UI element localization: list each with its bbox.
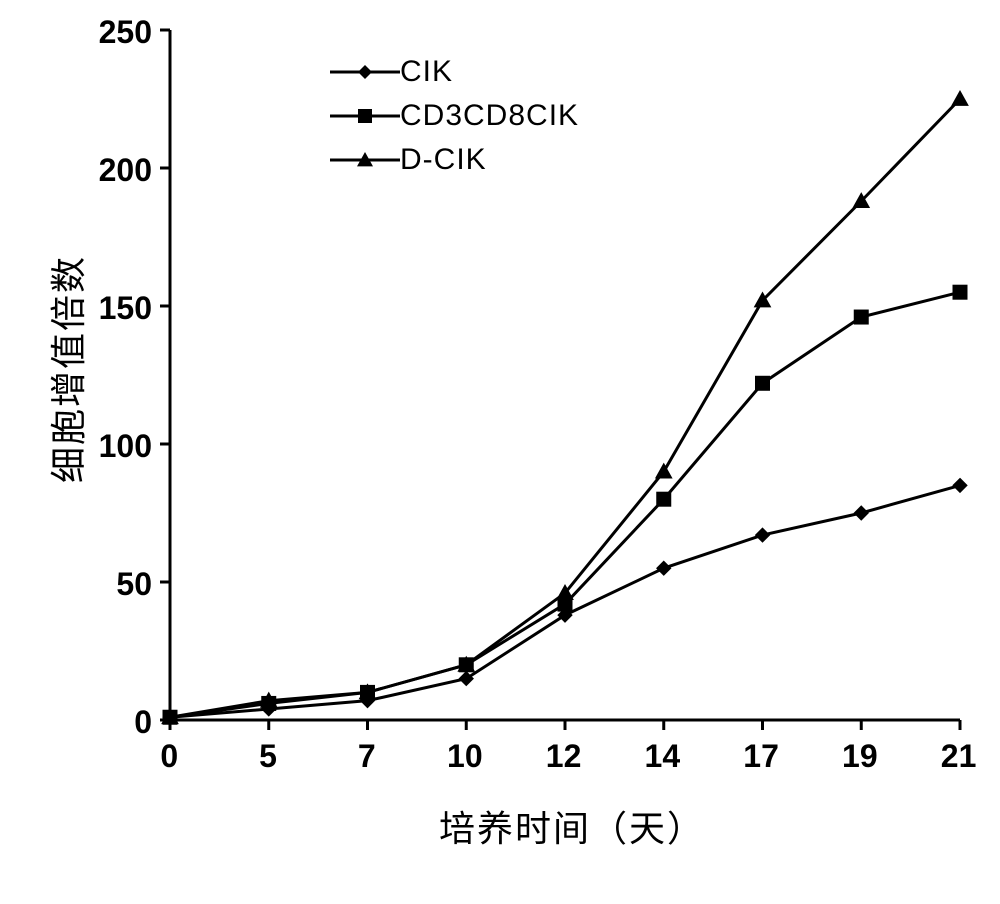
x-tick-label: 19 [842,738,878,775]
x-tick-label: 21 [941,738,977,775]
x-tick-label: 10 [447,738,483,775]
x-tick-label: 0 [160,738,178,775]
legend-item: D-CIK [330,138,579,182]
x-tick-label: 17 [743,738,779,775]
legend-swatch [330,148,400,172]
y-tick-label: 50 [116,566,152,603]
y-tick-label: 200 [99,152,152,189]
chart-container: { "chart":{ "type":"line", "width":1000,… [0,0,1000,904]
y-tick-label: 250 [99,14,152,51]
legend-label: CD3CD8CIK [400,99,579,133]
y-tick-label: 0 [134,704,152,741]
y-tick-label: 100 [99,428,152,465]
legend-swatch [330,60,400,84]
legend-label: D-CIK [400,143,487,177]
x-tick-label: 14 [645,738,681,775]
x-tick-label: 12 [546,738,582,775]
legend-label: CIK [400,55,453,89]
y-tick-label: 150 [99,290,152,327]
chart-legend: CIK CD3CD8CIK D-CIK [330,50,579,182]
x-axis-label: 培养时间（天） [439,800,705,852]
x-tick-label: 5 [259,738,277,775]
x-tick-label: 7 [358,738,376,775]
legend-item: CD3CD8CIK [330,94,579,138]
legend-swatch [330,104,400,128]
legend-item: CIK [330,50,579,94]
y-axis-label: 细胞增值倍数 [40,255,92,483]
